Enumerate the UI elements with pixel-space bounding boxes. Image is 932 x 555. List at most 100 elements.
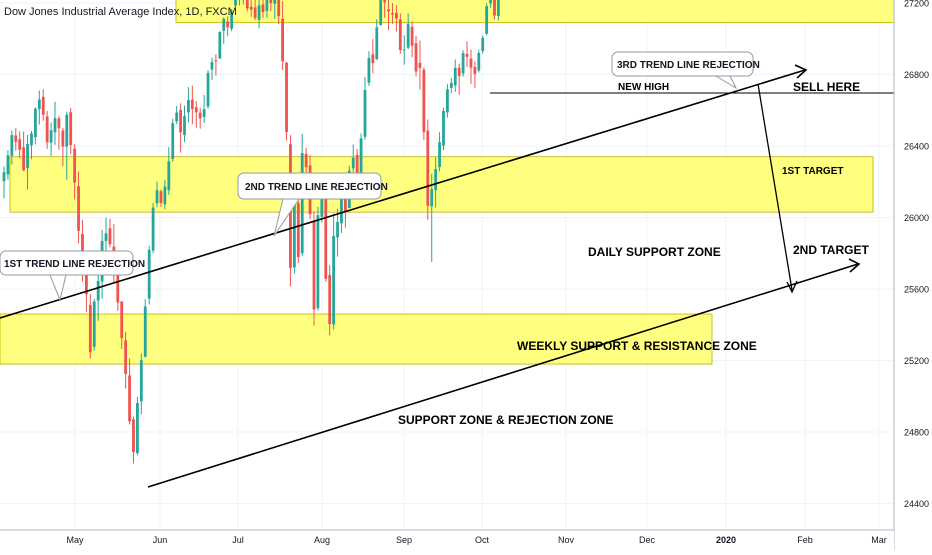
candle-body [156, 190, 159, 203]
zone-label: WEEKLY SUPPORT & RESISTANCE ZONE [517, 339, 757, 353]
candle-body [77, 186, 80, 231]
candle-body [211, 62, 214, 69]
candle-body [446, 89, 449, 112]
candle-body [422, 70, 425, 132]
zone-label: 1ST TARGET [782, 166, 843, 177]
candle-body [258, 5, 261, 19]
candle-body [254, 7, 257, 17]
candle-body [54, 118, 57, 132]
candle-body [493, 0, 496, 16]
candle-body [124, 340, 127, 374]
candle-body [218, 32, 221, 59]
candle-body [262, 4, 265, 12]
candle-body [324, 196, 327, 279]
candle-body [73, 149, 76, 183]
candle-body [144, 307, 147, 357]
time-tick-label: Oct [475, 535, 490, 545]
lower-trend-line [148, 264, 858, 487]
candle-body [375, 27, 378, 59]
candle-body [120, 302, 123, 338]
candle-body [426, 131, 429, 206]
candle-body [203, 109, 206, 117]
annotation-label: SELL HERE [793, 80, 860, 94]
candle-body [26, 144, 29, 168]
candle-body [246, 0, 249, 8]
candle-body [352, 158, 355, 169]
candle-body [269, 0, 272, 3]
candle-body [46, 116, 49, 142]
candle-body [497, 0, 500, 16]
candle-body [30, 133, 33, 145]
price-tick-label: 26400 [904, 142, 929, 152]
time-tick-label: Mar [871, 535, 887, 545]
candle-body [379, 0, 382, 25]
zone-rect [10, 157, 873, 212]
time-axis[interactable] [0, 530, 894, 550]
candle-body [407, 24, 410, 48]
candle-body [179, 110, 182, 133]
candle-body [152, 208, 155, 251]
time-tick-label: Sep [396, 535, 412, 545]
candle-body [7, 155, 10, 174]
candle-body [167, 161, 170, 190]
candle-body [336, 222, 339, 237]
candle-body [18, 139, 21, 150]
candle-body [297, 203, 300, 257]
candle-body [226, 22, 229, 28]
candle-body [438, 142, 441, 167]
candle-body [234, 0, 237, 6]
candle-body [191, 100, 194, 109]
candle-body [105, 233, 108, 241]
candle-body [266, 0, 269, 11]
candle-body [301, 153, 304, 253]
candle-body [22, 147, 25, 170]
price-tick-label: 27200 [904, 0, 929, 9]
candle-body [132, 419, 135, 452]
chart-title: Dow Jones Industrial Average Index, 1D, … [4, 6, 237, 18]
candle-body [430, 189, 433, 206]
time-tick-label: Dec [639, 535, 656, 545]
candle-body [285, 63, 288, 132]
time-tick-label: Jun [153, 535, 168, 545]
candle-body [364, 90, 367, 137]
candle-body [383, 0, 386, 2]
candle-body [58, 118, 61, 128]
candle-body [371, 54, 374, 63]
price-tick-label: 26800 [904, 70, 929, 80]
candle-body [207, 73, 210, 107]
candle-body [10, 135, 13, 156]
candle-body [148, 250, 151, 299]
zone-label: SUPPORT ZONE & REJECTION ZONE [398, 413, 613, 427]
candle-body [277, 0, 280, 16]
candle-body [399, 19, 402, 50]
candle-body [3, 172, 6, 181]
price-tick-label: 24800 [904, 428, 929, 438]
candle-body [442, 111, 445, 146]
annotation-label: 2ND TARGET [793, 243, 869, 257]
candle-body [34, 109, 37, 137]
candle-body [42, 97, 45, 115]
price-tick-label: 25200 [904, 356, 929, 366]
candle-body [305, 154, 308, 167]
candle-body [419, 63, 422, 68]
candle-body [69, 112, 72, 145]
candle-body [195, 107, 198, 112]
time-tick-label: May [66, 535, 84, 545]
candle-body [140, 360, 143, 401]
candle-body [317, 215, 320, 308]
candle-body [462, 53, 465, 73]
price-tick-label: 24400 [904, 499, 929, 509]
candle-body [65, 115, 68, 147]
candle-body [89, 305, 92, 352]
zone-label: DAILY SUPPORT ZONE [588, 245, 721, 259]
price-axis[interactable] [894, 0, 932, 550]
callout-label: 2ND TREND LINE REJECTION [245, 182, 388, 193]
candle-body [411, 27, 414, 46]
callout-label: 1ST TREND LINE REJECTION [4, 259, 145, 270]
candle-body [183, 116, 186, 135]
candle-body [214, 60, 217, 61]
candle-body [171, 123, 174, 159]
candle-body [403, 49, 406, 50]
